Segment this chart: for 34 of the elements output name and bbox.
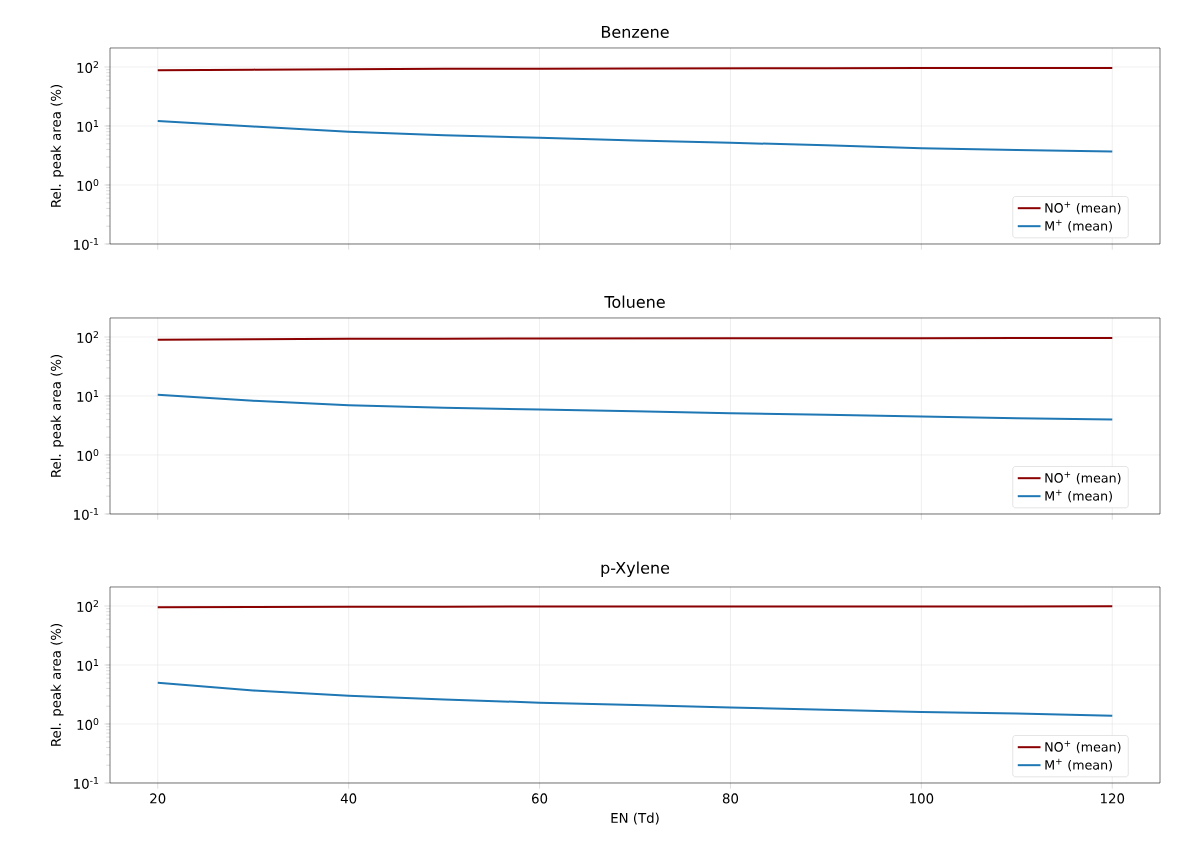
x-tick-label: 120: [1101, 793, 1125, 804]
y-tick-label: 10$^{-1}$: [74, 777, 99, 789]
x-tick-label: 60: [532, 793, 548, 804]
chart-title: Benzene: [601, 26, 669, 38]
chart-title: p-Xylene: [601, 561, 670, 577]
y-tick-label: 10$^{0}$: [77, 449, 99, 461]
y-tick-label: 10$^{-1}$: [74, 508, 99, 520]
legend-label: NO$^{+}$ (mean): [1045, 740, 1121, 754]
x-tick-label: 40: [340, 793, 357, 804]
y-axis-title: Rel. peak area (%): [50, 623, 64, 746]
legend-label: M$^{+}$ (mean): [1045, 758, 1112, 772]
legend-label: M$^{+}$ (mean): [1045, 219, 1112, 233]
line-series: [156, 120, 1114, 153]
chart-title: Toluene: [604, 295, 665, 308]
x-tick-label: 80: [722, 793, 739, 804]
y-tick-label: 10$^{0}$: [77, 718, 99, 730]
legend-label: M$^{+}$ (mean): [1045, 489, 1112, 503]
y-tick-label: 10$^{0}$: [77, 179, 99, 191]
y-tick-label: 10$^{-1}$: [74, 238, 99, 250]
y-axis-title: Rel. peak area (%): [50, 354, 64, 477]
y-tick-label: 10$^{2}$: [77, 600, 98, 612]
y-tick-label: 10$^{2}$: [77, 61, 98, 73]
x-tick-label: 20: [150, 793, 166, 804]
legend-label: NO$^{+}$ (mean): [1045, 471, 1121, 485]
legend-label: NO$^{+}$ (mean): [1045, 201, 1121, 215]
x-tick-label: 100: [910, 793, 934, 804]
line-series: [156, 681, 1114, 717]
y-tick-label: 10$^{2}$: [77, 331, 98, 343]
y-tick-label: 10$^{1}$: [77, 390, 99, 402]
x-axis-title: EN (Td): [611, 812, 659, 825]
y-tick-label: 10$^{1}$: [77, 120, 99, 132]
y-tick-label: 10$^{1}$: [77, 659, 99, 671]
y-axis-title: Rel. peak area (%): [50, 84, 64, 207]
line-series: [156, 393, 1114, 421]
